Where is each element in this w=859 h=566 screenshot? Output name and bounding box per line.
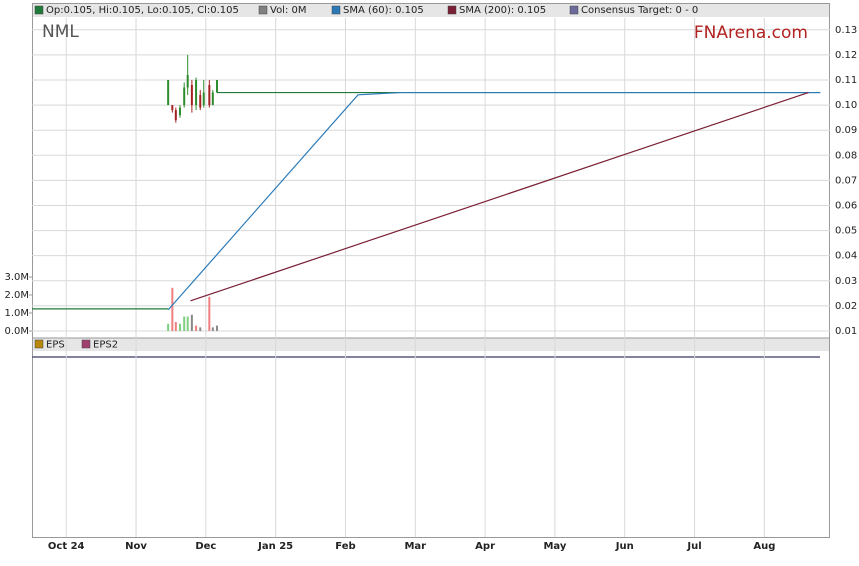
y-tick-label: 0.07 [835,175,857,186]
x-tick-label: Dec [195,541,216,552]
candle-body [186,74,189,88]
candle-body [183,87,186,106]
y-tick-label: 0.10 [835,100,857,111]
candle-body [171,105,174,111]
volume-bar [167,323,170,331]
y-tick-label: 0.13 [835,25,857,36]
candle-body [174,110,177,121]
series-line [190,91,809,302]
y-tick-label: 0.11 [835,75,857,86]
legend-swatch [331,5,341,15]
legend-swatch [569,5,579,15]
x-tick-label: Jun [615,541,634,552]
candle-body [167,79,170,106]
y-tick-label: 0.09 [835,125,857,136]
chart-frame [32,3,830,538]
legend-swatch [34,5,44,15]
legend-swatch [258,5,268,15]
x-tick-label: Feb [335,541,355,552]
volume-bar [195,325,198,331]
eps-legend-swatch [81,339,91,349]
y-tick-label: 0.05 [835,226,857,237]
candle-body [202,92,205,106]
grid [29,18,830,537]
legend-label: SMA (60): 0.105 [343,5,424,16]
volume-bar [174,321,177,331]
series-line [167,91,821,311]
chart-title: NML [42,22,79,42]
y2-tick-label: 0.0M [4,326,29,337]
volume-bar [216,325,219,331]
watermark: FNArena.com [694,23,808,43]
eps-legend-bar [32,338,830,351]
candle-body [211,92,214,106]
candle-body [195,79,198,106]
x-tick-label: Oct 24 [48,541,85,552]
volume-bar [171,287,174,331]
y2-tick-label: 1.0M [4,308,29,319]
x-tick-label: Apr [475,541,495,552]
volume-bar [211,327,214,331]
y2-tick-label: 3.0M [4,272,29,283]
volume-bar [208,296,211,331]
legend-label: Consensus Target: 0 - 0 [581,5,698,16]
x-tick-label: Nov [125,541,147,552]
volume-bar [199,327,202,331]
x-tick-label: Mar [404,541,426,552]
x-tick-label: Jul [686,541,701,552]
candle-body [179,107,182,116]
y-tick-label: 0.12 [835,50,857,61]
legend-bar [32,3,830,17]
legend-label: Vol: 0M [270,5,307,16]
x-tick-label: May [543,541,566,552]
y-tick-label: 0.08 [835,150,857,161]
x-tick-label: Aug [753,541,775,552]
marks [32,54,821,331]
legend-swatch [447,5,457,15]
eps-legend-label: EPS [46,340,65,351]
candle-body [208,85,211,106]
volume-bar [183,316,186,331]
x-tick-label: Jan 25 [257,541,293,552]
y-tick-label: 0.03 [835,276,857,287]
y-tick-label: 0.06 [835,200,857,211]
y-tick-label: 0.01 [835,326,857,337]
candle-body [190,85,193,106]
volume-bar [190,314,193,331]
y2-tick-label: 2.0M [4,290,29,301]
eps-legend-label: EPS2 [93,340,118,351]
candle-body [216,79,219,93]
volume-bar [186,316,189,331]
volume-bar [179,323,182,331]
legend-label: Op:0.105, Hi:0.105, Lo:0.105, Cl:0.105 [46,5,239,16]
eps-legend-swatch [34,339,44,349]
legend-label: SMA (200): 0.105 [459,5,546,16]
y-tick-label: 0.02 [835,301,857,312]
y-tick-label: 0.04 [835,251,857,262]
candle-body [199,95,202,108]
